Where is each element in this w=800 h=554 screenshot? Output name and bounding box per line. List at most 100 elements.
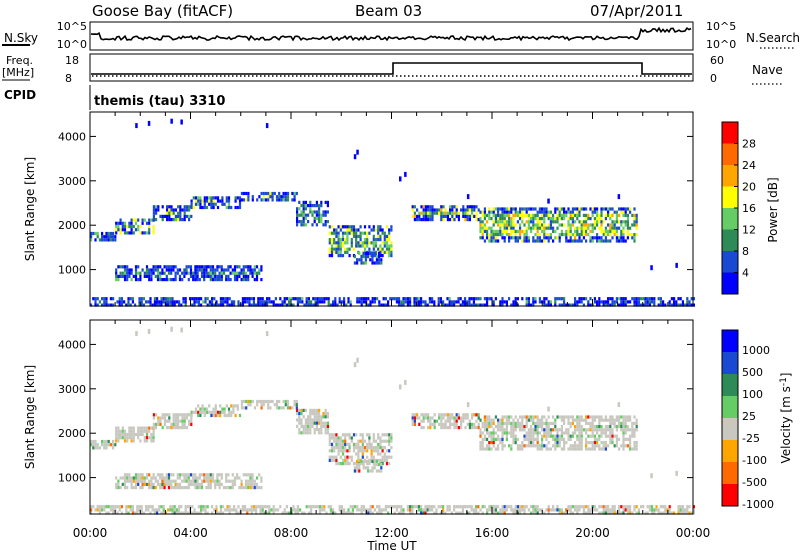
echo-cell [356, 459, 359, 463]
echo-cell [163, 278, 166, 282]
echo-cell [560, 428, 563, 432]
echo-cell [395, 505, 398, 509]
noise-right-tick-top: 10^5 [706, 20, 736, 33]
echo-cell [139, 479, 142, 483]
echo-cell [679, 297, 682, 301]
echo-cell [534, 425, 537, 429]
echo-cell [607, 233, 610, 237]
echo-cell [501, 508, 504, 512]
echo-cell [438, 413, 441, 417]
echo-cell [343, 297, 346, 301]
nave-tick-bottom: 0 [710, 72, 717, 85]
echo-cell [101, 297, 104, 301]
echo-cell [309, 424, 312, 428]
echo-cell [369, 459, 372, 463]
echo-cell [318, 300, 321, 304]
echo-cell [134, 271, 138, 275]
echo-cell [373, 297, 376, 301]
echo-cell [145, 436, 149, 440]
echo-cell [183, 218, 186, 222]
echo-cell [304, 223, 307, 227]
echo-cell [205, 205, 209, 210]
echo-cell [362, 300, 365, 304]
echo-cell [525, 437, 528, 441]
echo-cell [388, 244, 391, 248]
echo-cell [585, 505, 588, 509]
echo-cell [157, 419, 160, 423]
echo-cell [246, 297, 249, 301]
echo-cell [101, 439, 104, 444]
echo-cell [364, 255, 367, 259]
echo-cell [285, 297, 288, 301]
echo-cell [131, 511, 134, 515]
echo-cell [231, 482, 234, 486]
echo-cell [370, 455, 373, 459]
echo-cell [446, 303, 449, 307]
velocity-colorbar-segment [722, 484, 738, 506]
echo-cell [543, 511, 546, 515]
echo-cell [145, 265, 149, 269]
echo-cell [152, 432, 155, 437]
echo-cell [260, 268, 263, 272]
echo-cell [115, 432, 118, 437]
echo-cell [267, 399, 270, 404]
echo-cell [335, 250, 338, 254]
echo-cell [541, 207, 544, 211]
echo-cell [604, 236, 607, 240]
echo-cell [446, 426, 449, 430]
echo-cell [611, 437, 614, 441]
echo-cell [486, 415, 489, 419]
echo-cell [288, 300, 291, 304]
echo-cell [516, 220, 519, 224]
echo-cell [646, 297, 649, 301]
echo-cell [525, 434, 528, 438]
echo-cell [585, 421, 588, 425]
echo-cell [324, 408, 327, 412]
echo-cell [512, 217, 515, 221]
echo-cell [587, 415, 590, 419]
echo-cell [204, 505, 207, 509]
echo-cell [226, 505, 229, 509]
echo-cell [207, 265, 210, 269]
echo-cell [322, 412, 325, 416]
echo-cell [521, 444, 524, 448]
echo-cell [244, 274, 248, 278]
echo-cell [170, 479, 173, 483]
echo-cell [512, 421, 515, 425]
echo-cell [422, 211, 425, 215]
echo-cell [115, 439, 118, 443]
echo-cell [371, 505, 374, 509]
echo-cell [393, 297, 396, 301]
echo-cell [538, 217, 541, 221]
echo-cell [318, 428, 321, 432]
echo-cell [92, 505, 95, 509]
echo-cell [560, 508, 563, 512]
echo-cell [488, 418, 491, 422]
echo-cell [252, 505, 255, 509]
echo-cell [453, 419, 456, 423]
echo-cell [479, 441, 482, 445]
echo-cell [204, 297, 207, 301]
echo-cell [593, 505, 596, 509]
echo-cell [389, 297, 392, 301]
echo-cell [374, 241, 378, 245]
echo-cell [296, 424, 299, 428]
echo-cell [283, 300, 286, 304]
echo-cell [307, 418, 310, 422]
echo-cell [188, 218, 191, 222]
echo-cell [366, 231, 369, 235]
echo-cell [307, 300, 310, 304]
echo-cell [296, 216, 299, 220]
echo-cell [578, 233, 581, 237]
echo-cell [105, 238, 108, 242]
echo-cell [455, 422, 458, 426]
echo-cell [291, 191, 294, 196]
echo-cell [512, 431, 515, 435]
echo-cell [126, 231, 129, 235]
echo-cell [534, 233, 537, 237]
echo-cell [565, 431, 568, 435]
echo-cell [523, 505, 526, 509]
echo-cell [170, 218, 173, 222]
echo-cell [121, 429, 124, 433]
echo-cell [455, 505, 458, 509]
